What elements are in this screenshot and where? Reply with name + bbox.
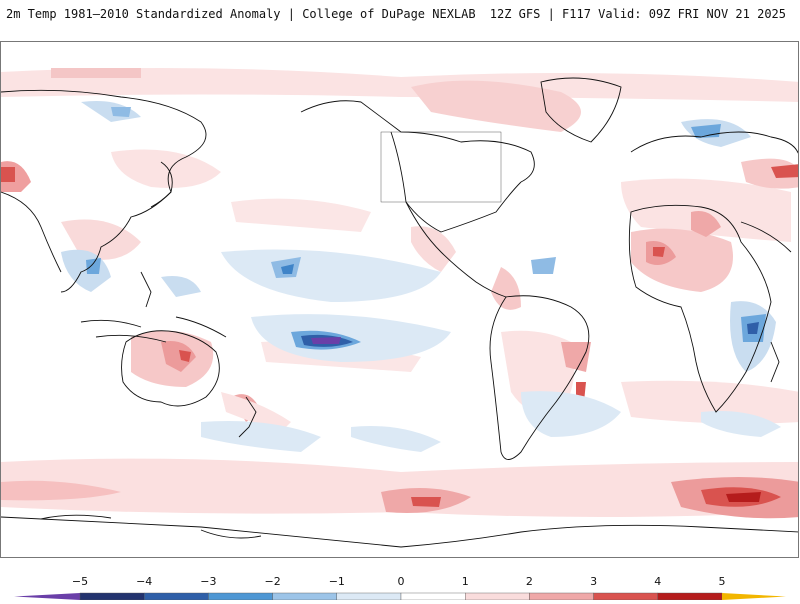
colorbar-high-extend [722,593,786,600]
colorbar-tick-label: 2 [526,575,533,588]
warm-anomaly-regions [1,68,798,519]
colorbar-segment [272,592,338,601]
map-canvas [1,68,798,548]
colorbar-tick-label: −2 [264,575,280,588]
colorbar-tick-label: 4 [654,575,661,588]
cold-anomaly-regions [61,101,781,452]
colorbar-segment [336,592,402,601]
colorbar-tick-label: −1 [329,575,345,588]
map-title: 2m Temp 1981–2010 Standardized Anomaly |… [6,7,476,21]
colorbar-svg: −5 −4 −3 −2 −1 0 1 2 3 4 5 [14,575,786,601]
colorbar-tick-label: −4 [136,575,152,588]
colorbar-segment [529,592,594,601]
colorbar-segment [657,592,723,601]
colorbar-tick-label: −5 [72,575,88,588]
colorbar-tick-label: 1 [462,575,469,588]
colorbar-legend: −5 −4 −3 −2 −1 0 1 2 3 4 5 [0,570,800,601]
colorbar-tick-label: 5 [719,575,726,588]
anomaly-map [0,41,799,558]
map-header: 2m Temp 1981–2010 Standardized Anomaly |… [0,0,800,28]
colorbar-tick-label: −3 [200,575,216,588]
colorbar-low-extend [14,593,80,600]
colorbar-tick-label: 3 [590,575,597,588]
colorbar-segment [79,592,145,601]
colorbar-segment [143,592,209,601]
colorbar-segment [593,592,658,601]
coastlines [1,77,798,548]
colorbar-segment [400,592,466,601]
colorbar-tick-label: 0 [398,575,405,588]
colorbar-segment [465,592,530,601]
colorbar-segment [208,592,273,601]
model-run-label: 12Z GFS | F117 Valid: 09Z FRI NOV 21 202… [489,7,786,21]
